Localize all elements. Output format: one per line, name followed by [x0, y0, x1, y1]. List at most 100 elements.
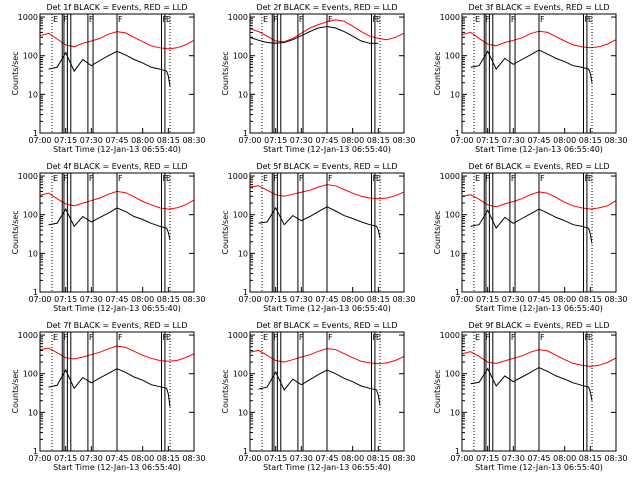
event-marker-label: F: [328, 15, 333, 24]
event-marker-label: F: [63, 15, 68, 24]
x-tick-label: 07:30: [80, 454, 103, 463]
event-marker-label: E: [376, 15, 381, 24]
x-tick-label: 08:30: [392, 136, 415, 145]
event-marker-label: F: [89, 333, 94, 342]
x-tick-label: 07:00: [28, 454, 51, 463]
x-tick-label: 07:30: [290, 295, 313, 304]
event-marker-label: F: [328, 333, 333, 342]
x-tick-label: 08:30: [182, 295, 205, 304]
x-tick-label: 07:45: [315, 454, 338, 463]
event-marker-label: E: [475, 333, 480, 342]
x-tick-label: 07:45: [105, 454, 128, 463]
x-axis-label: Start Time (12-Jan-13 06:55:40): [475, 145, 603, 154]
x-tick-label: 08:00: [553, 136, 576, 145]
x-tick-label: 07:15: [476, 454, 499, 463]
x-axis-label: Start Time (12-Jan-13 06:55:40): [53, 463, 181, 472]
x-tick-label: 07:15: [264, 295, 287, 304]
y-axis-label: Counts/sec: [11, 51, 20, 95]
event-marker-label: E: [166, 174, 171, 183]
events-series-line: [48, 50, 171, 87]
x-tick-label: 07:15: [54, 454, 77, 463]
x-tick-label: 07:45: [105, 136, 128, 145]
x-axis-label: Start Time (12-Jan-13 06:55:40): [263, 145, 391, 154]
x-tick-label: 08:30: [604, 136, 627, 145]
y-tick-label: 100: [23, 52, 38, 61]
event-marker-label: F: [299, 333, 304, 342]
event-marker-label: F: [118, 15, 123, 24]
y-tick-label: 1000: [228, 331, 248, 340]
y-tick-label: 100: [23, 211, 38, 220]
x-tick-label: 07:30: [290, 136, 313, 145]
y-axis-label: Counts/sec: [433, 369, 442, 413]
x-tick-label: 08:30: [182, 454, 205, 463]
event-marker-label: E: [53, 15, 58, 24]
x-axis-label: Start Time (12-Jan-13 06:55:40): [475, 304, 603, 313]
x-tick-label: 08:00: [341, 136, 364, 145]
events-series-line: [249, 25, 379, 44]
x-tick-label: 07:30: [502, 136, 525, 145]
chart-panel-4: Det 4f BLACK = Events, RED = LLDEFFFFE11…: [11, 162, 206, 313]
x-tick-label: 08:15: [367, 295, 390, 304]
x-tick-label: 07:15: [476, 136, 499, 145]
chart-panel-5: Det 5f BLACK = Events, RED = LLDEFFFFE11…: [221, 162, 416, 313]
event-marker-label: F: [118, 333, 123, 342]
y-axis-label: Counts/sec: [433, 210, 442, 254]
y-tick-label: 1: [455, 288, 460, 297]
x-tick-label: 07:45: [315, 136, 338, 145]
chart-panel-9: Det 9f BLACK = Events, RED = LLDEFFFFE11…: [433, 321, 628, 472]
event-marker-label: E: [588, 174, 593, 183]
chart-title: Det 1f BLACK = Events, RED = LLD: [46, 3, 187, 12]
events-series-line: [470, 208, 593, 244]
x-tick-label: 08:15: [157, 295, 180, 304]
chart-title: Det 9f BLACK = Events, RED = LLD: [468, 321, 609, 330]
x-tick-label: 07:30: [290, 454, 313, 463]
chart-title: Det 7f BLACK = Events, RED = LLD: [46, 321, 187, 330]
y-tick-label: 100: [233, 52, 248, 61]
chart-title: Det 5f BLACK = Events, RED = LLD: [256, 162, 397, 171]
x-tick-label: 07:15: [264, 136, 287, 145]
event-marker-label: F: [299, 15, 304, 24]
x-tick-label: 08:30: [182, 136, 205, 145]
x-tick-label: 08:30: [392, 454, 415, 463]
x-tick-label: 08:30: [604, 454, 627, 463]
chart-panel-3: Det 3f BLACK = Events, RED = LLDEFFFFE11…: [433, 3, 628, 154]
x-tick-label: 07:45: [315, 295, 338, 304]
event-marker-label: E: [166, 15, 171, 24]
y-tick-label: 10: [238, 90, 248, 99]
event-marker-label: F: [485, 333, 490, 342]
event-marker-label: F: [273, 15, 278, 24]
y-tick-label: 100: [445, 211, 460, 220]
event-marker-label: F: [89, 15, 94, 24]
x-axis-label: Start Time (12-Jan-13 06:55:40): [53, 145, 181, 154]
chart-title: Det 2f BLACK = Events, RED = LLD: [256, 3, 397, 12]
x-tick-label: 07:00: [450, 136, 473, 145]
x-tick-label: 07:00: [28, 295, 51, 304]
events-series-line: [470, 49, 593, 83]
event-marker-label: E: [166, 333, 171, 342]
y-tick-label: 1000: [18, 331, 38, 340]
chart-panel-7: Det 7f BLACK = Events, RED = LLDEFFFFE11…: [11, 321, 206, 472]
chart-panel-1: Det 1f BLACK = Events, RED = LLDEFFFFE11…: [11, 3, 206, 154]
x-tick-label: 08:15: [367, 136, 390, 145]
event-marker-label: F: [485, 15, 490, 24]
x-axis-label: Start Time (12-Jan-13 06:55:40): [53, 304, 181, 313]
y-tick-label: 100: [233, 370, 248, 379]
chart-title: Det 6f BLACK = Events, RED = LLD: [468, 162, 609, 171]
x-tick-label: 07:15: [476, 295, 499, 304]
x-tick-label: 07:15: [54, 136, 77, 145]
x-tick-label: 08:30: [392, 295, 415, 304]
y-tick-label: 1: [33, 447, 38, 456]
y-tick-label: 1: [243, 288, 248, 297]
event-marker-label: F: [540, 174, 545, 183]
y-tick-label: 10: [450, 249, 460, 258]
chart-panel-6: Det 6f BLACK = Events, RED = LLDEFFFFE11…: [433, 162, 628, 313]
y-tick-label: 1: [243, 447, 248, 456]
y-axis-label: Counts/sec: [221, 369, 230, 413]
y-axis-label: Counts/sec: [11, 369, 20, 413]
y-tick-label: 1000: [440, 331, 460, 340]
chart-title: Det 3f BLACK = Events, RED = LLD: [468, 3, 609, 12]
y-tick-label: 100: [23, 370, 38, 379]
x-tick-label: 08:15: [367, 454, 390, 463]
y-tick-label: 1: [33, 129, 38, 138]
x-tick-label: 08:15: [157, 454, 180, 463]
